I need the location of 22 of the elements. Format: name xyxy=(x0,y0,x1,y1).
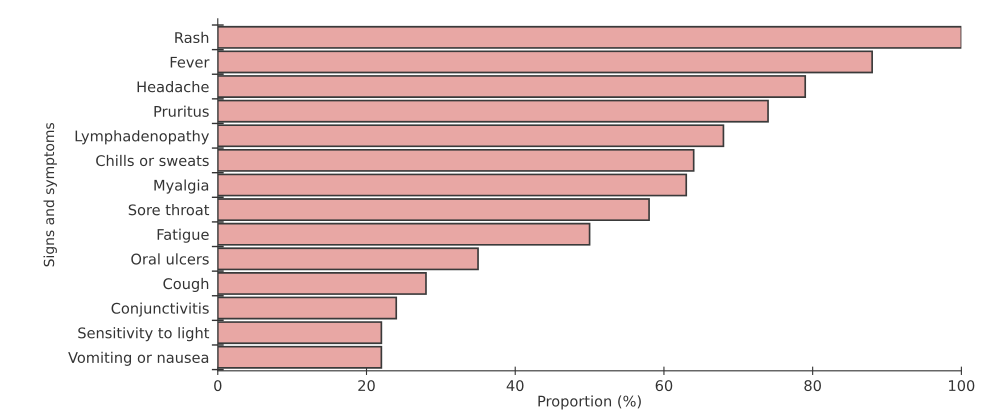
x-tick-label: 60 xyxy=(656,380,672,392)
y-tick-label: Sore throat xyxy=(128,204,210,216)
y-axis-title: Signs and symptoms xyxy=(43,123,57,266)
x-tick-label: 20 xyxy=(358,380,375,392)
y-tick-label: Pruritus xyxy=(154,106,209,117)
x-tick-label: 100 xyxy=(949,380,974,392)
y-tick-label: Headache xyxy=(138,81,209,92)
x-tick-label: 80 xyxy=(804,380,821,392)
y-tick-label: Cough xyxy=(163,278,208,292)
y-tick-label: Lymphadenopathy xyxy=(76,130,210,144)
y-tick-label: Myalgia xyxy=(154,179,208,194)
x-tick-label: 0 xyxy=(214,380,222,392)
y-tick-label: Conjunctivitis xyxy=(112,302,209,317)
x-axis-title: Proportion (%) xyxy=(538,395,641,410)
y-tick-label: Vomiting or nausea xyxy=(68,352,208,366)
y-tick-label: Rash xyxy=(175,32,208,44)
y-tick-label: Fatigue xyxy=(158,228,209,243)
y-tick-label: Sensitivity to light xyxy=(78,327,210,342)
y-tick-label: Chills or sweats xyxy=(96,154,209,166)
y-tick-label: Fever xyxy=(170,56,210,68)
y-tick-label: Oral ulcers xyxy=(131,253,209,265)
x-tick-label: 40 xyxy=(506,380,524,392)
